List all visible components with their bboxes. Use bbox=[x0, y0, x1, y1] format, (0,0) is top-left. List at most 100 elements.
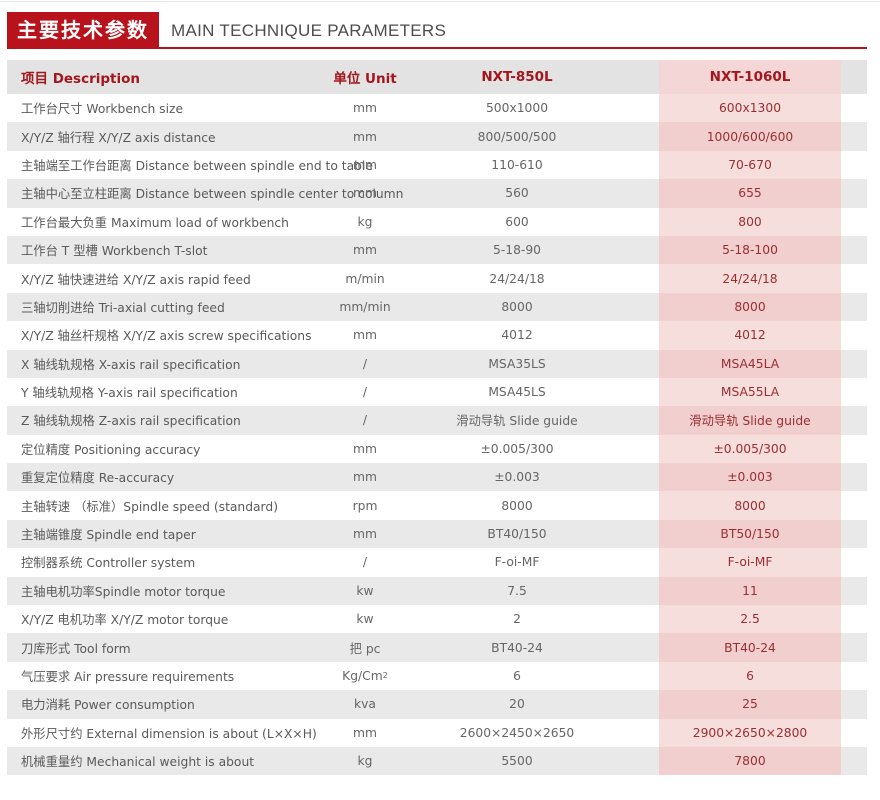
cell-nxt-1060l-text: 11 bbox=[742, 583, 758, 598]
cell-unit-text: mm bbox=[353, 725, 377, 740]
cell-nxt-850l: 800/500/500 bbox=[407, 122, 627, 150]
cell-nxt-1060l-text: MSA45LA bbox=[720, 356, 780, 371]
parameters-table: 项目 Description 单位 Unit NXT-850L NXT-1060… bbox=[7, 60, 867, 776]
cell-nxt-1060l: 7800 bbox=[659, 746, 841, 776]
cell-nxt-1060l: 5-18-100 bbox=[659, 235, 841, 265]
cell-description-text: 重复定位精度 Re-accuracy bbox=[21, 471, 175, 486]
cell-unit-text: kw bbox=[356, 612, 374, 627]
cell-nxt-1060l: 6 bbox=[659, 661, 841, 691]
cell-unit-text: mm bbox=[353, 243, 377, 258]
cell-nxt-850l-text: 滑动导轨 Slide guide bbox=[456, 414, 578, 429]
cell-nxt-850l-text: 8000 bbox=[501, 498, 533, 513]
cell-nxt-850l-text: 7.5 bbox=[507, 583, 527, 598]
cell-description-text: 主轴转速 （标准）Spindle speed (standard) bbox=[21, 499, 278, 514]
cell-nxt-1060l: 11 bbox=[659, 576, 841, 606]
cell-nxt-1060l: 1000/600/600 bbox=[659, 122, 841, 151]
cell-description: Y 轴线轨规格 Y-axis rail specification bbox=[21, 378, 336, 406]
cell-nxt-1060l-text: 2.5 bbox=[740, 612, 760, 627]
cell-unit: Kg/Cm 2 bbox=[342, 669, 388, 683]
cell-nxt-1060l-text: ±0.003 bbox=[727, 470, 773, 485]
cell-unit: mm bbox=[337, 122, 393, 150]
cell-description-text: Y 轴线轨规格 Y-axis rail specification bbox=[21, 386, 238, 401]
cell-description-text: 主轴端锥度 Spindle end taper bbox=[21, 528, 196, 543]
cell-nxt-850l: 500x1000 bbox=[407, 94, 627, 122]
table-row: 重复定位精度 Re-accuracy mm ±0.003 ±0.003 bbox=[7, 463, 867, 492]
cell-nxt-850l: 8000 bbox=[407, 293, 627, 321]
cell-description-text: X/Y/Z 电机功率 X/Y/Z motor torque bbox=[21, 613, 229, 628]
cell-unit-text: mm bbox=[353, 527, 377, 542]
cell-nxt-1060l-text: 4012 bbox=[734, 328, 766, 343]
cell-nxt-850l: MSA35LS bbox=[407, 350, 627, 378]
cell-description-text: 电力消耗 Power consumption bbox=[21, 698, 195, 713]
cell-description-text: X/Y/Z 轴快速进给 X/Y/Z axis rapid feed bbox=[21, 272, 251, 287]
cell-nxt-850l: 6 bbox=[407, 662, 627, 690]
table-row: 机械重量约 Mechanical weight is about kg 5500 78… bbox=[7, 746, 867, 776]
cell-nxt-850l-text: ±0.003 bbox=[494, 470, 540, 485]
cell-nxt-1060l-text: 7800 bbox=[734, 754, 766, 769]
cell-nxt-1060l: 滑动导轨 Slide guide bbox=[659, 406, 841, 435]
cell-description: 主轴端锥度 Spindle end taper bbox=[21, 520, 336, 548]
cell-nxt-1060l-text: MSA55LA bbox=[720, 385, 780, 400]
cell-nxt-1060l-text: BT50/150 bbox=[720, 527, 780, 542]
cell-nxt-850l: 5500 bbox=[407, 747, 627, 775]
cell-nxt-1060l: 24/24/18 bbox=[659, 264, 841, 293]
table-row: 工作台尺寸 Workbench size mm 500x1000 600x1300 bbox=[7, 94, 867, 123]
table-row: 主轴电机功率Spindle motor torque kw 7.5 11 bbox=[7, 576, 867, 606]
cell-nxt-850l-text: 800/500/500 bbox=[477, 129, 557, 144]
cell-nxt-850l-text: 500x1000 bbox=[485, 101, 549, 116]
cell-unit: rpm bbox=[337, 491, 393, 519]
cell-nxt-850l-text: 6 bbox=[513, 669, 521, 683]
section-title-cn: 主要技术参数 bbox=[7, 12, 159, 48]
cell-nxt-1060l: 70-670 bbox=[659, 150, 841, 180]
cell-nxt-850l-text: 20 bbox=[509, 697, 525, 712]
table-row: X/Y/Z 电机功率 X/Y/Z motor torque kw 2 2.5 bbox=[7, 605, 867, 634]
cell-unit: mm bbox=[337, 435, 393, 463]
cell-nxt-1060l-text: 600x1300 bbox=[718, 101, 782, 116]
cell-nxt-850l-text: ±0.005/300 bbox=[480, 441, 554, 456]
cell-nxt-850l-text: 5-18-90 bbox=[493, 243, 541, 258]
cell-unit-text: 把 pc bbox=[349, 641, 381, 656]
cell-unit: kw bbox=[337, 605, 393, 633]
cell-description-text: 气压要求 Air pressure requirements bbox=[21, 670, 235, 684]
cell-unit-text: mm bbox=[353, 441, 377, 456]
cell-description: 主轴端至工作台距离 Distance between spindle end t… bbox=[21, 151, 373, 179]
cell-description-text: 刀库形式 Tool form bbox=[21, 641, 131, 656]
cell-description: 定位精度 Positioning accuracy bbox=[21, 435, 336, 463]
cell-unit-text: mm/min bbox=[339, 299, 391, 314]
cell-nxt-850l-text: MSA45LS bbox=[488, 385, 546, 400]
cell-nxt-1060l: BT50/150 bbox=[659, 519, 841, 549]
cell-description: X/Y/Z 轴行程 X/Y/Z axis distance bbox=[21, 122, 336, 150]
cell-nxt-1060l: 2.5 bbox=[659, 605, 841, 634]
cell-nxt-1060l: F-oi-MF bbox=[659, 548, 841, 577]
cell-nxt-1060l-text: 70-670 bbox=[728, 157, 772, 172]
cell-unit: mm bbox=[337, 236, 393, 264]
cell-nxt-850l: ±0.005/300 bbox=[407, 435, 627, 463]
cell-unit: / bbox=[337, 548, 393, 576]
cell-nxt-850l-text: 2 bbox=[513, 612, 521, 627]
cell-description-text: 机械重量约 Mechanical weight is about bbox=[21, 755, 255, 770]
column-header-description: 项目 Description bbox=[21, 71, 141, 87]
cell-description-text: 主轴中心至立柱距离 Distance between spindle cente… bbox=[21, 187, 404, 202]
cell-nxt-1060l: 8000 bbox=[659, 292, 841, 322]
table-row: 主轴中心至立柱距离 Distance between spindle cente… bbox=[7, 179, 867, 208]
table-row: 电力消耗 Power consumption kva 20 25 bbox=[7, 690, 867, 719]
cell-nxt-1060l: ±0.003 bbox=[659, 463, 841, 492]
cell-unit: kg bbox=[337, 747, 393, 775]
cell-description: 工作台最大负重 Maximum load of workbench bbox=[21, 208, 336, 236]
table-row: 刀库形式 Tool form 把 pc BT40-24 BT40-24 bbox=[7, 633, 867, 662]
cell-nxt-850l-text: 8000 bbox=[501, 299, 533, 314]
cell-unit-text: Kg/Cm bbox=[342, 669, 383, 683]
table-row: X/Y/Z 轴行程 X/Y/Z axis distance mm 800/500/5… bbox=[7, 122, 867, 151]
cell-unit-text: mm bbox=[353, 328, 377, 343]
table-row: 主轴转速 （标准）Spindle speed (standard) rpm 8000… bbox=[7, 491, 867, 520]
cell-description: 主轴转速 （标准）Spindle speed (standard) bbox=[21, 491, 336, 519]
cell-description-text: 主轴端至工作台距离 Distance between spindle end t… bbox=[21, 158, 373, 173]
cell-unit-text: rpm bbox=[352, 498, 378, 513]
cell-description: Z 轴线轨规格 Z-axis rail specification bbox=[21, 406, 336, 434]
cell-nxt-850l: F-oi-MF bbox=[407, 548, 627, 576]
cell-nxt-850l: 5-18-90 bbox=[407, 236, 627, 264]
cell-unit-text: / bbox=[362, 356, 368, 371]
cell-unit-text: mm bbox=[353, 101, 377, 116]
cell-nxt-850l-text: 2600×2450×2650 bbox=[459, 725, 575, 740]
cell-nxt-850l: 7.5 bbox=[407, 577, 627, 605]
